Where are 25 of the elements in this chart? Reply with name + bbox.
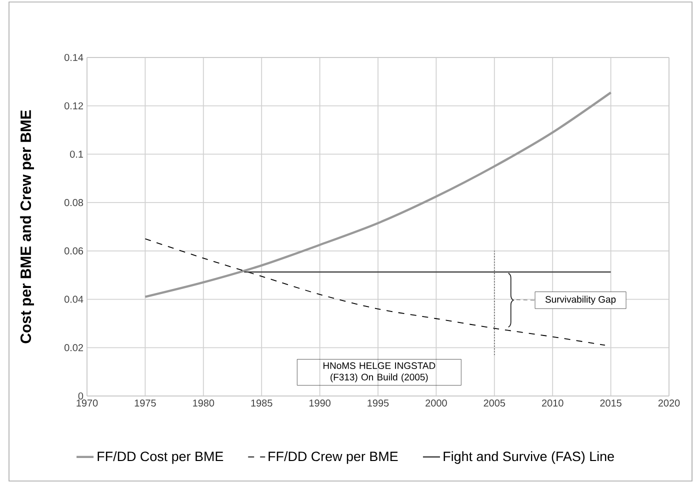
y-tick-label: 0.06 xyxy=(64,247,84,254)
x-tick-label: 2000 xyxy=(426,400,447,407)
x-tick-label: 1990 xyxy=(309,400,330,407)
x-tick-label: 1985 xyxy=(251,400,272,407)
x-tick-label: 2005 xyxy=(484,400,506,407)
x-tick-label: 1970 xyxy=(76,400,98,407)
legend-label: FF/DD Crew per BME xyxy=(268,451,398,464)
x-tick-label: 2010 xyxy=(542,400,564,407)
y-tick-label: 0.04 xyxy=(64,296,84,303)
x-tick-label: 1995 xyxy=(368,400,389,407)
y-tick-label: 0.12 xyxy=(64,102,83,110)
y-axis-title: Cost per BME and Crew per BME xyxy=(20,110,34,344)
legend-label: FF/DD Cost per BME xyxy=(98,451,224,464)
x-tick-label: 1980 xyxy=(193,400,214,407)
x-tick-label: 1975 xyxy=(134,400,156,407)
y-tick-label: 0.08 xyxy=(64,199,84,206)
y-tick-label: 0.14 xyxy=(64,54,84,62)
y-tick-label: 0 xyxy=(78,392,84,400)
y-tick-label: 0.1 xyxy=(70,150,83,158)
x-tick-label: 2020 xyxy=(658,400,680,407)
annotation: Survivability Gap xyxy=(545,296,616,305)
legend-label: Fight and Survive (FAS) Line xyxy=(444,451,614,464)
y-tick-label: 0.02 xyxy=(64,344,83,352)
annotation: HNoMS HELGE INGSTAD (F313) On Build (2005) xyxy=(323,362,436,382)
x-tick-label: 2015 xyxy=(600,400,622,407)
